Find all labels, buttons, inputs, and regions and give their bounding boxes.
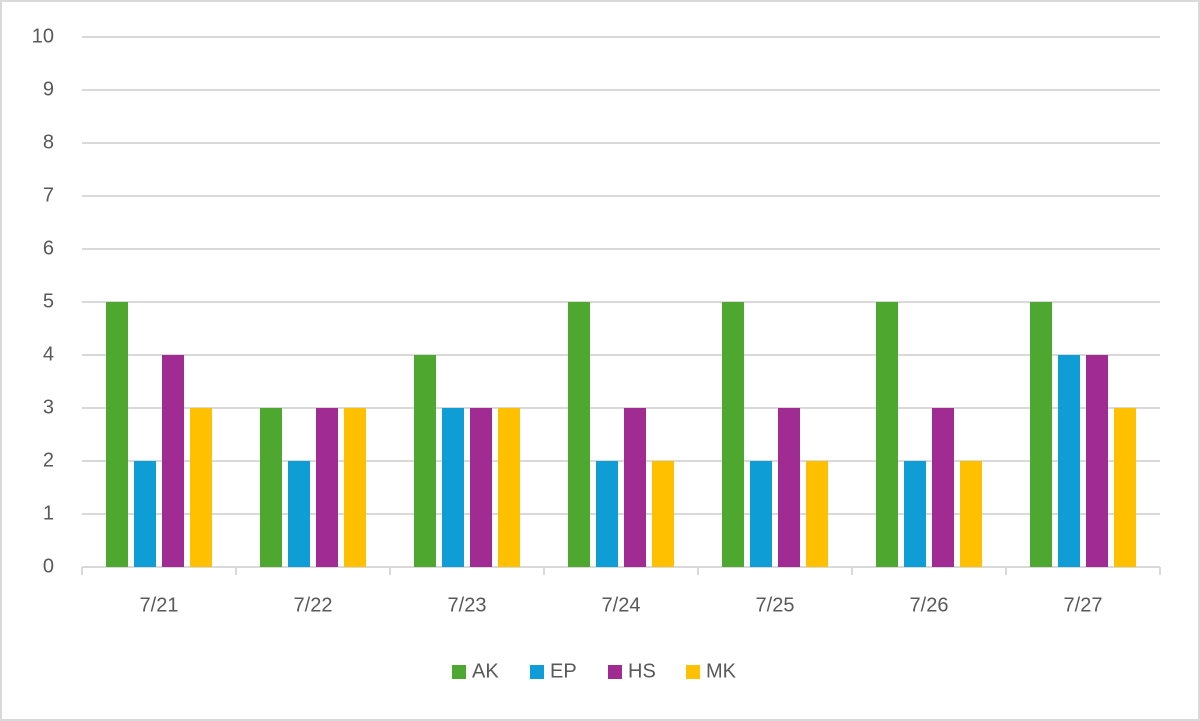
legend-swatch	[686, 665, 700, 679]
bar	[806, 461, 828, 567]
bar	[260, 408, 282, 567]
legend-swatch	[530, 665, 544, 679]
bar	[652, 461, 674, 567]
y-tick-label: 4	[43, 343, 54, 365]
y-tick-label: 8	[43, 131, 54, 153]
legend-label: MK	[706, 660, 737, 682]
bar	[1030, 302, 1052, 567]
y-tick-label: 10	[32, 25, 54, 47]
legend-swatch	[608, 665, 622, 679]
x-tick-label: 7/24	[602, 594, 641, 616]
y-tick-label: 6	[43, 237, 54, 259]
legend-label: EP	[550, 660, 577, 682]
bar	[288, 461, 310, 567]
bar	[568, 302, 590, 567]
bar	[960, 461, 982, 567]
bar	[1058, 355, 1080, 567]
bar	[596, 461, 618, 567]
bar	[442, 408, 464, 567]
bar	[750, 461, 772, 567]
y-tick-label: 9	[43, 78, 54, 100]
y-tick-label: 1	[43, 502, 54, 524]
bar	[1114, 408, 1136, 567]
y-tick-label: 2	[43, 449, 54, 471]
bar	[134, 461, 156, 567]
x-tick-label: 7/25	[756, 594, 795, 616]
bar	[106, 302, 128, 567]
bar	[316, 408, 338, 567]
y-tick-label: 0	[43, 555, 54, 577]
x-tick-label: 7/21	[140, 594, 179, 616]
y-tick-label: 5	[43, 290, 54, 312]
bar	[932, 408, 954, 567]
bar	[722, 302, 744, 567]
bar	[904, 461, 926, 567]
legend-label: HS	[628, 660, 656, 682]
y-tick-label: 3	[43, 396, 54, 418]
bar	[470, 408, 492, 567]
legend-swatch	[452, 665, 466, 679]
x-tick-label: 7/26	[910, 594, 949, 616]
x-tick-label: 7/27	[1064, 594, 1103, 616]
bar	[498, 408, 520, 567]
y-tick-label: 7	[43, 184, 54, 206]
bar	[778, 408, 800, 567]
bar	[876, 302, 898, 567]
x-tick-label: 7/23	[448, 594, 487, 616]
bar	[190, 408, 212, 567]
legend-label: AK	[472, 660, 499, 682]
bar	[414, 355, 436, 567]
bar	[162, 355, 184, 567]
bar	[624, 408, 646, 567]
bar	[344, 408, 366, 567]
x-tick-label: 7/22	[294, 594, 333, 616]
bar	[1086, 355, 1108, 567]
